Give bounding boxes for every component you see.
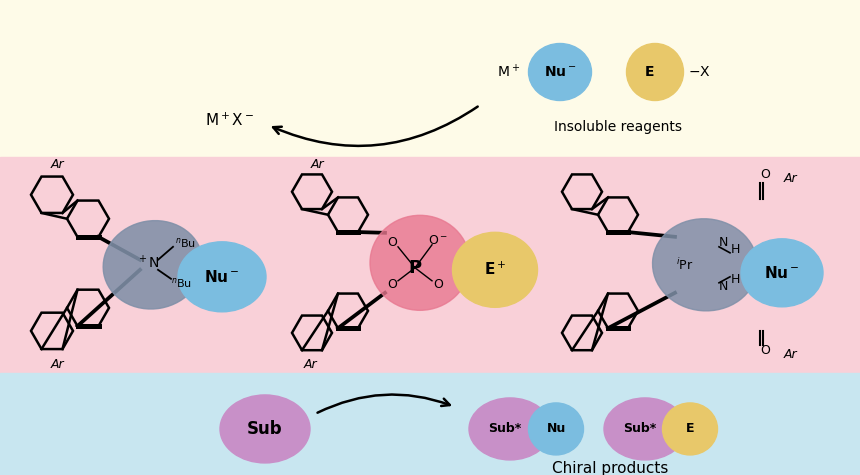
Text: Ar: Ar [783,172,797,185]
Ellipse shape [529,403,583,455]
Text: Sub*: Sub* [624,422,657,436]
Text: H: H [730,273,740,286]
Text: O: O [433,278,443,291]
Text: E: E [685,422,694,436]
Text: $^+$N: $^+$N [136,254,160,272]
Text: H: H [730,243,740,256]
Text: N: N [718,237,728,249]
FancyArrowPatch shape [317,395,450,413]
Ellipse shape [469,398,551,460]
Ellipse shape [604,398,686,460]
Text: Sub: Sub [247,420,283,438]
Text: $-$X: $-$X [688,65,710,79]
Text: $^i$Pr: $^i$Pr [676,257,694,273]
Text: Nu$^-$: Nu$^-$ [544,65,576,79]
Text: O: O [760,168,770,181]
Text: Ar: Ar [310,158,324,171]
Text: N: N [718,280,728,293]
Text: $^n$Bu: $^n$Bu [171,276,192,290]
Ellipse shape [653,219,758,311]
Text: O: O [387,237,397,249]
Ellipse shape [662,403,717,455]
Ellipse shape [452,232,538,307]
Text: Ar: Ar [50,158,64,171]
Ellipse shape [626,44,684,101]
Text: O$^-$: O$^-$ [428,234,448,247]
Text: Ar: Ar [783,348,797,361]
Text: O: O [387,278,397,291]
Text: Nu$^-$: Nu$^-$ [765,265,800,281]
Ellipse shape [370,215,470,310]
Bar [0,157,860,373]
Text: Chiral products: Chiral products [552,461,668,475]
Ellipse shape [529,44,592,101]
Ellipse shape [741,239,823,307]
Text: $^n$Bu: $^n$Bu [175,236,196,250]
Text: E$^+$: E$^+$ [484,261,507,278]
Ellipse shape [178,242,266,312]
Text: Insoluble reagents: Insoluble reagents [554,120,681,134]
Text: E: E [645,65,654,79]
Text: Sub*: Sub* [488,422,522,436]
Text: Ar: Ar [304,358,316,371]
Text: P: P [408,259,421,277]
Text: M$^+$X$^-$: M$^+$X$^-$ [206,111,255,129]
Bar [0,373,860,475]
Bar [0,0,860,157]
Ellipse shape [103,220,203,309]
Text: O: O [760,344,770,357]
Text: Ar: Ar [50,358,64,371]
Text: Nu$^-$: Nu$^-$ [204,269,240,285]
FancyArrowPatch shape [273,106,477,146]
Ellipse shape [220,395,310,463]
Text: Nu: Nu [546,422,566,436]
Text: M$^+$: M$^+$ [497,63,520,81]
